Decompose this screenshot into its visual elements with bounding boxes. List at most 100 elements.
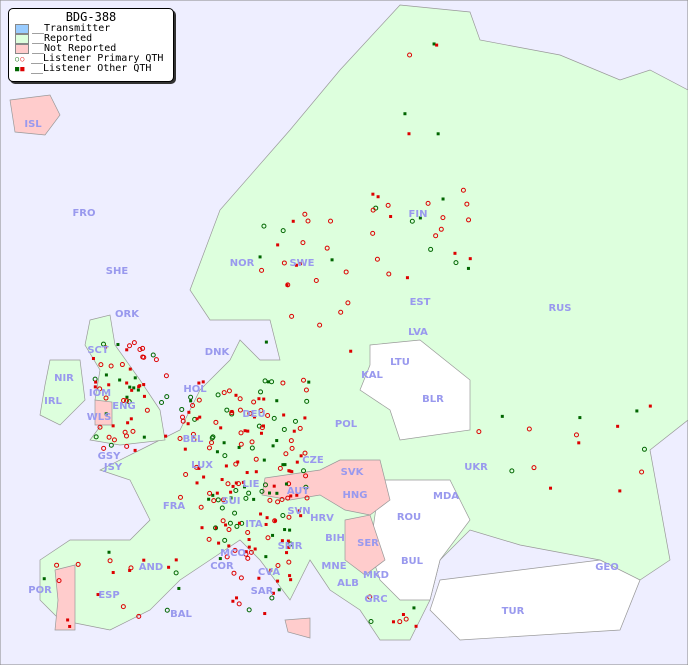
listener-other-marker [128, 367, 132, 371]
country-label-pol: POL [335, 419, 358, 430]
country-label-ork: ORK [115, 309, 140, 320]
listener-primary-marker [428, 246, 434, 252]
listener-primary-marker [374, 256, 380, 262]
listener-primary-marker [641, 446, 647, 452]
listener-other-marker [271, 444, 275, 448]
listener-primary-marker [237, 396, 243, 402]
listener-primary-marker [245, 529, 251, 535]
listener-primary-marker [265, 413, 271, 419]
listener-other-marker [287, 545, 291, 549]
listener-other-marker [267, 491, 271, 495]
listener-primary-marker [236, 601, 242, 607]
listener-primary-marker [179, 406, 185, 412]
listener-other-marker [94, 380, 98, 384]
listener-primary-marker [509, 468, 515, 474]
listener-other-marker [288, 574, 292, 578]
listener-primary-marker [231, 570, 237, 576]
listener-other-marker [229, 496, 233, 500]
listener-other-marker [286, 539, 290, 543]
listener-other-marker [283, 528, 287, 532]
listener-primary-marker [140, 354, 146, 360]
listener-primary-marker [232, 510, 238, 516]
listener-primary-marker [280, 380, 286, 386]
listener-other-marker [202, 475, 206, 479]
listener-primary-marker [288, 541, 294, 547]
listener-primary-marker [280, 513, 286, 519]
not-reported-swatch [15, 44, 29, 54]
country-label-cze: CZE [302, 455, 324, 466]
listener-other-marker [136, 388, 140, 392]
listener-other-marker [297, 509, 301, 513]
mainland-europe [39, 4, 688, 641]
listener-primary-marker [261, 223, 267, 229]
listener-primary-marker [209, 435, 215, 441]
listener-primary-marker [159, 400, 165, 406]
listener-primary-marker [272, 518, 278, 524]
listener-other-marker [299, 514, 303, 518]
listener-other-marker [222, 441, 226, 445]
listener-other-marker [262, 397, 266, 401]
listener-other-marker [616, 424, 620, 428]
listener-primary-marker [246, 607, 252, 613]
listener-primary-marker [101, 445, 107, 451]
listener-primary-marker [385, 202, 391, 208]
listener-primary-marker [188, 394, 194, 400]
listener-other-marker [197, 466, 201, 470]
country-label-sui: SUI [221, 496, 240, 507]
listener-other-marker [126, 421, 130, 425]
listener-other-marker [292, 429, 296, 433]
listener-primary-marker [397, 619, 403, 625]
listener-other-marker [466, 266, 470, 270]
listener-primary-marker [269, 595, 275, 601]
listener-other-marker [285, 551, 289, 555]
listener-other-marker [195, 417, 199, 421]
land [9, 4, 688, 641]
listener-primary-marker [265, 535, 271, 541]
listener-primary-marker [124, 443, 130, 449]
listener-primary-marker [338, 309, 344, 315]
listener-other-marker [401, 613, 405, 617]
listener-other-marker [237, 445, 241, 449]
listener-primary-marker [128, 565, 134, 571]
country-label-fra: FRA [163, 501, 186, 512]
listener-other-marker [281, 463, 285, 467]
listener-other-marker [224, 464, 228, 468]
listener-other-marker [330, 258, 334, 262]
listener-other-marker [257, 576, 261, 580]
country-label-svk: SVK [341, 467, 365, 478]
listener-other-marker [252, 497, 256, 501]
country-label-swe: SWE [289, 258, 314, 269]
country-label-ltu: LTU [390, 357, 410, 368]
country-label-lux: LUX [191, 460, 213, 471]
listener-other-marker [303, 416, 307, 420]
listener-primary-marker [289, 445, 295, 451]
listener-primary-marker [108, 363, 114, 369]
listener-primary-marker [233, 487, 239, 493]
listener-other-marker [164, 434, 168, 438]
listener-primary-marker [271, 415, 277, 421]
listener-other-marker [371, 192, 375, 196]
listener-primary-marker [234, 523, 240, 529]
listener-primary-marker [123, 398, 129, 404]
listener-primary-marker [177, 435, 183, 441]
listener-other-marker [294, 263, 298, 267]
country-label-mco: MCO [220, 548, 246, 559]
listener-other-marker [549, 486, 553, 490]
listener-primary-marker [233, 461, 239, 467]
listener-other-marker [288, 469, 292, 473]
listener-primary-marker [275, 499, 281, 505]
listener-primary-marker [279, 496, 285, 502]
transmitter-swatch [15, 24, 29, 34]
listener-primary-marker [466, 217, 472, 223]
listener-primary-marker [302, 450, 308, 456]
listener-primary-marker [97, 386, 103, 392]
listener-primary-marker [283, 451, 289, 457]
listener-other-marker [577, 441, 581, 445]
listener-other-marker [244, 550, 248, 554]
country-label-rou: ROU [397, 512, 421, 523]
legend-other-qth: ■■ __Listener Other QTH [9, 64, 173, 74]
listener-primary-marker [301, 468, 307, 474]
turkey [429, 559, 641, 641]
listener-other-marker [271, 591, 275, 595]
listener-primary-marker [573, 432, 579, 438]
